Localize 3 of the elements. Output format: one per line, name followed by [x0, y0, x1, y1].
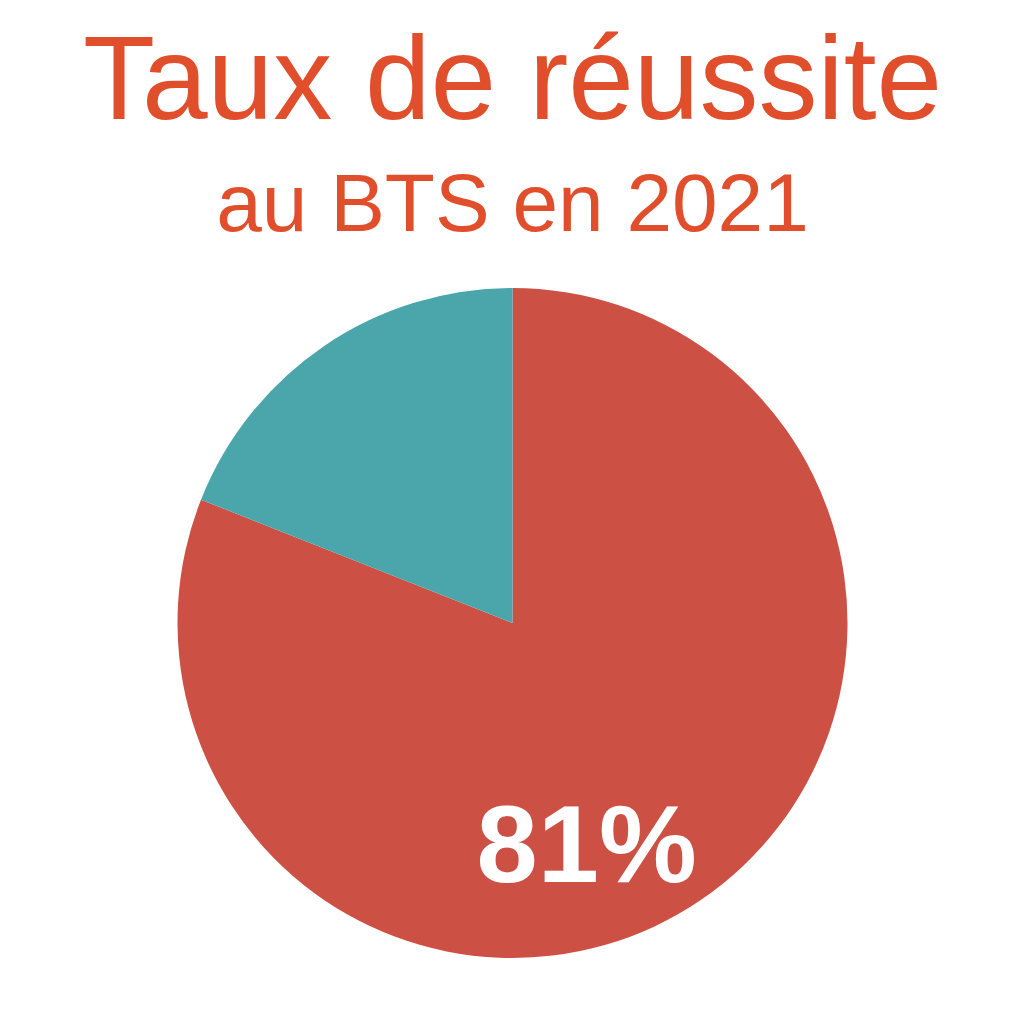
- chart-title: Taux de réussite: [81, 11, 944, 146]
- data-label: 81%: [476, 781, 697, 905]
- chart-subtitle: au BTS en 2021: [215, 156, 810, 250]
